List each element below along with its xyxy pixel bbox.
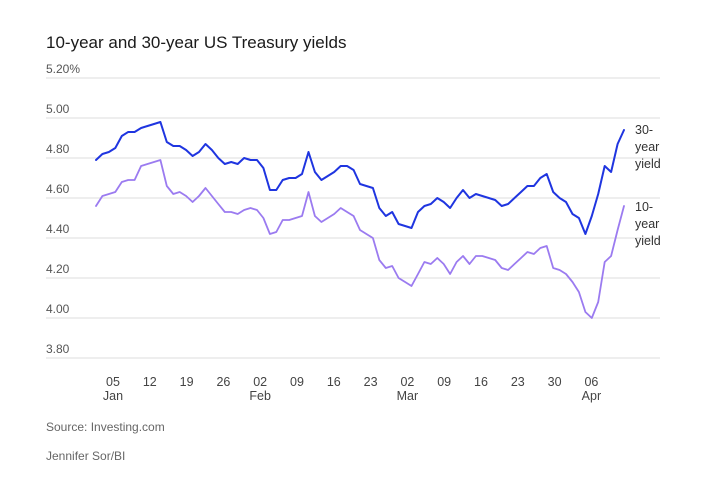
x-tick-month-label: Apr (582, 389, 601, 403)
y-tick-label: 4.40 (46, 222, 70, 236)
x-tick-month-label: Mar (397, 389, 419, 403)
series-label-30-year: yield (635, 157, 661, 171)
x-tick-label: 02 (400, 375, 414, 389)
x-tick-label: 05 (106, 375, 120, 389)
series-labels: 30- year yield 10- year yield (635, 123, 661, 248)
y-tick-label: 4.60 (46, 182, 70, 196)
y-tick-label: 5.20% (46, 62, 80, 76)
x-tick-label: 02 (253, 375, 267, 389)
chart-title: 10-year and 30-year US Treasury yields (46, 33, 347, 52)
x-tick-label: 16 (327, 375, 341, 389)
y-tick-label: 3.80 (46, 342, 70, 356)
series-label-10-year: yield (635, 234, 661, 248)
x-tick-month-label: Feb (249, 389, 271, 403)
x-tick-label: 09 (290, 375, 304, 389)
gridlines (46, 77, 660, 359)
series-label-30-year: year (635, 140, 659, 154)
series-label-10-year: year (635, 217, 659, 231)
series-line-10-year (95, 159, 625, 319)
x-tick-label: 23 (364, 375, 378, 389)
x-tick-label: 30 (548, 375, 562, 389)
source-note: Source: Investing.com (46, 420, 165, 434)
x-tick-label: 12 (143, 375, 157, 389)
series-line-30-year (95, 121, 625, 235)
x-tick-month-label: Jan (103, 389, 123, 403)
y-tick-label: 4.00 (46, 302, 70, 316)
x-tick-label: 23 (511, 375, 525, 389)
x-tick-label: 09 (437, 375, 451, 389)
x-tick-label: 06 (584, 375, 598, 389)
author-credit: Jennifer Sor/BI (46, 449, 126, 463)
series-label-10-year: 10- (635, 200, 653, 214)
series-label-30-year: 30- (635, 123, 653, 137)
y-tick-label: 4.80 (46, 142, 70, 156)
series-lines (95, 121, 625, 319)
y-axis-ticks: 5.20% 5.00 4.80 4.60 4.40 4.20 4.00 3.80 (46, 62, 80, 356)
x-tick-label: 16 (474, 375, 488, 389)
x-tick-label: 26 (216, 375, 230, 389)
y-tick-label: 4.20 (46, 262, 70, 276)
x-tick-label: 19 (180, 375, 194, 389)
y-tick-label: 5.00 (46, 102, 70, 116)
